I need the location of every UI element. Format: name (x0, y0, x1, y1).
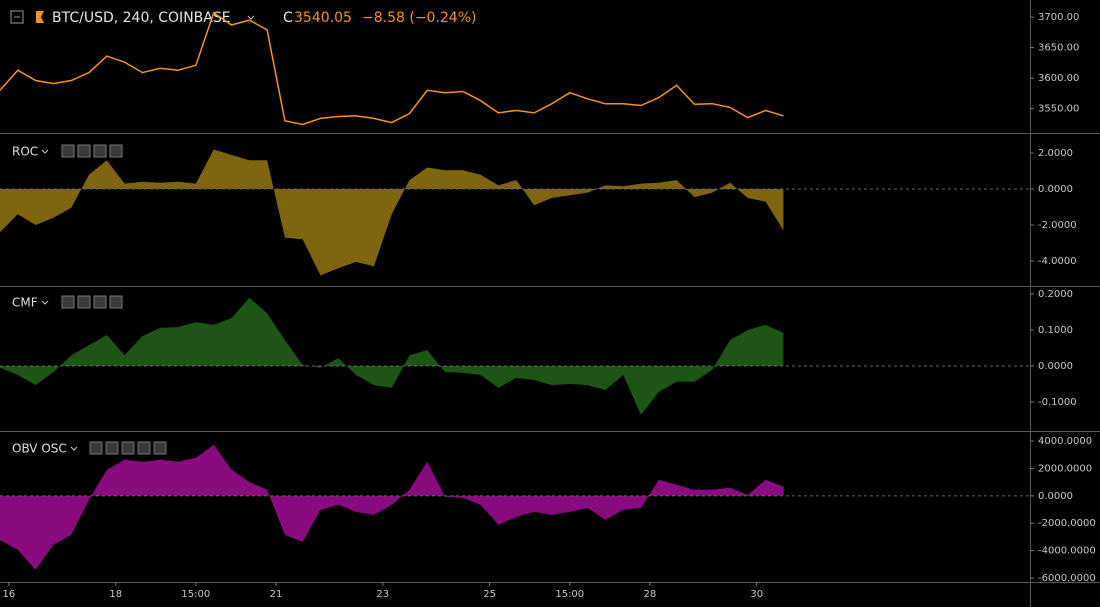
y-tick-label: 0.1000 (1038, 325, 1073, 336)
y-tick-label: -6000.0000 (1038, 573, 1096, 584)
icon-button[interactable] (121, 441, 135, 455)
price-line (0, 11, 784, 126)
y-tick-label: 0.0000 (1038, 361, 1073, 372)
pane-icons (61, 144, 123, 158)
x-tick-label: 18 (109, 589, 122, 600)
x-tick-label: 21 (270, 589, 283, 600)
area (0, 444, 784, 570)
icon-button[interactable] (153, 441, 167, 455)
symbol-title[interactable]: BTC/USD, 240, COINBASE (52, 10, 231, 26)
y-tick-label: 3550.00 (1038, 104, 1079, 115)
y-tick-label: -2000.0000 (1038, 518, 1096, 529)
area (0, 297, 784, 415)
icon-button[interactable] (89, 441, 103, 455)
pane-label: CMF (12, 296, 38, 310)
pane-icons (61, 295, 123, 309)
x-tick-label: 15:00 (181, 589, 210, 600)
y-tick-label: 4000.0000 (1038, 436, 1092, 447)
x-tick-label: 25 (483, 589, 496, 600)
icon-button[interactable] (61, 295, 75, 309)
y-tick-label: -0.1000 (1038, 397, 1077, 408)
close-prefix: C (283, 10, 293, 26)
pane-label: ROC (12, 145, 38, 159)
x-tick-label: 16 (3, 589, 16, 600)
area (0, 149, 784, 276)
chevron[interactable] (41, 300, 49, 305)
close-value: 3540.05 (294, 10, 352, 26)
icon-button[interactable] (109, 144, 123, 158)
y-tick-label: 3600.00 (1038, 73, 1079, 84)
icon-button[interactable] (77, 295, 91, 309)
icon-button[interactable] (77, 144, 91, 158)
y-tick-label: 0.0000 (1038, 184, 1073, 195)
pane-icons (89, 441, 167, 455)
chevron[interactable] (70, 446, 78, 451)
icon-button[interactable] (93, 144, 107, 158)
icon-button[interactable] (61, 144, 75, 158)
y-tick-label: 0.2000 (1038, 289, 1073, 300)
x-tick-label: 15:00 (555, 589, 584, 600)
icon-button[interactable] (109, 295, 123, 309)
change-value: −8.58 (−0.24%) (362, 10, 476, 26)
symbol-flag (36, 11, 44, 23)
y-tick-label: 3700.00 (1038, 12, 1079, 23)
y-tick-label: -2.0000 (1038, 220, 1077, 231)
y-tick-label: 0.0000 (1038, 491, 1073, 502)
y-tick-label: 3650.00 (1038, 43, 1079, 54)
x-tick-label: 30 (750, 589, 763, 600)
pane-label: OBV OSC (12, 442, 67, 456)
collapse-button[interactable] (10, 10, 24, 24)
icon-button[interactable] (105, 441, 119, 455)
y-tick-label: 2000.0000 (1038, 463, 1092, 474)
y-tick-label: -4000.0000 (1038, 546, 1096, 557)
y-tick-label: 2.0000 (1038, 148, 1073, 159)
chevron[interactable] (247, 15, 255, 20)
icon-button[interactable] (93, 295, 107, 309)
y-tick-label: -4.0000 (1038, 256, 1077, 267)
chevron[interactable] (41, 149, 49, 154)
x-tick-label: 28 (644, 589, 657, 600)
x-tick-label: 23 (376, 589, 389, 600)
icon-button[interactable] (137, 441, 151, 455)
